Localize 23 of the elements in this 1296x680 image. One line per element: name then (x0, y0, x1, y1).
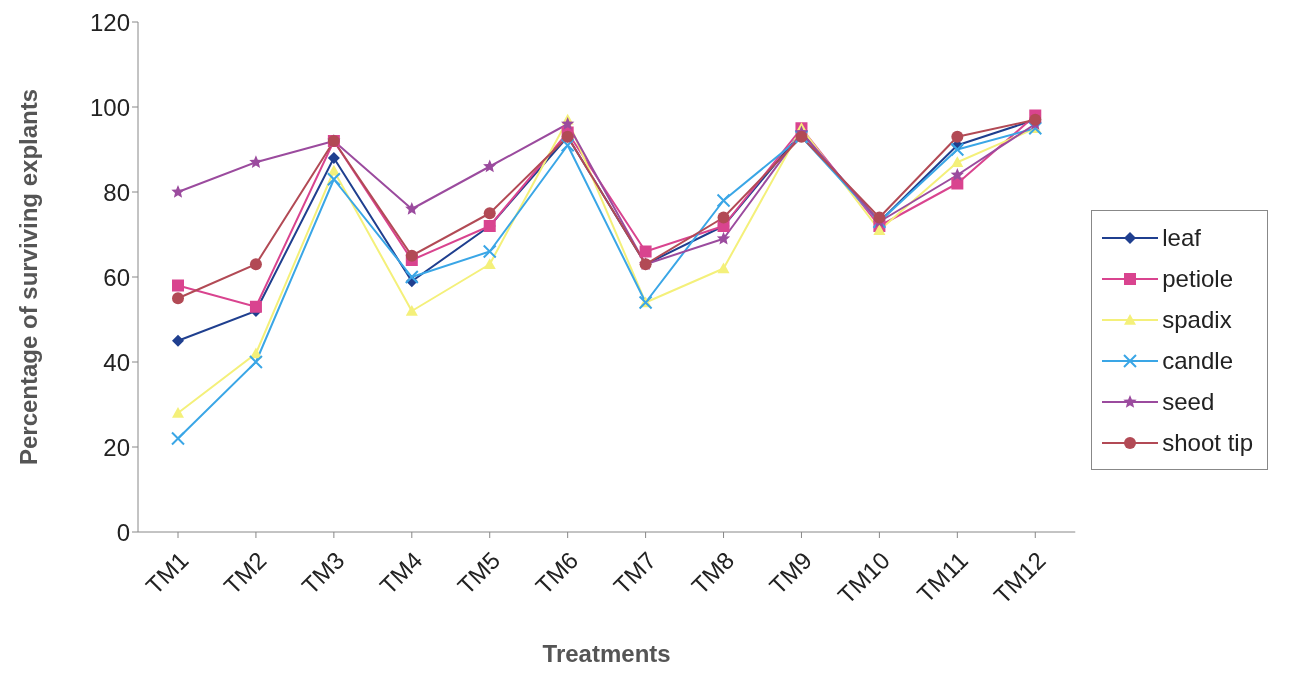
legend-label: shoot tip (1161, 428, 1253, 458)
y-tick-label: 100 (89, 93, 130, 121)
x-axis-title: Treatments (542, 640, 671, 667)
x-tick-label: TM1 (140, 546, 194, 600)
legend-label: spadix (1161, 305, 1233, 335)
y-tick-label: 120 (89, 8, 130, 36)
legend-label: seed (1161, 387, 1216, 417)
y-axis-title: Percentage of surviving explants (14, 88, 42, 466)
y-tick-label: 80 (103, 178, 130, 206)
x-tick-label: TM4 (374, 546, 428, 600)
y-tick-label: 20 (103, 433, 130, 461)
x-tick-label: TM5 (452, 546, 506, 600)
x-tick-label: TM6 (530, 546, 584, 600)
legend-label: leaf (1161, 223, 1202, 253)
legend-label: candle (1161, 346, 1234, 376)
legend-label: petiole (1161, 264, 1234, 294)
y-tick-label: 40 (103, 348, 130, 376)
y-tick-label: 0 (116, 518, 130, 546)
y-tick-label: 60 (103, 263, 130, 291)
x-tick-label: TM2 (218, 546, 272, 600)
x-tick-label: TM9 (764, 546, 818, 600)
x-tick-label: TM3 (296, 546, 350, 600)
x-tick-label: TM8 (686, 546, 740, 600)
